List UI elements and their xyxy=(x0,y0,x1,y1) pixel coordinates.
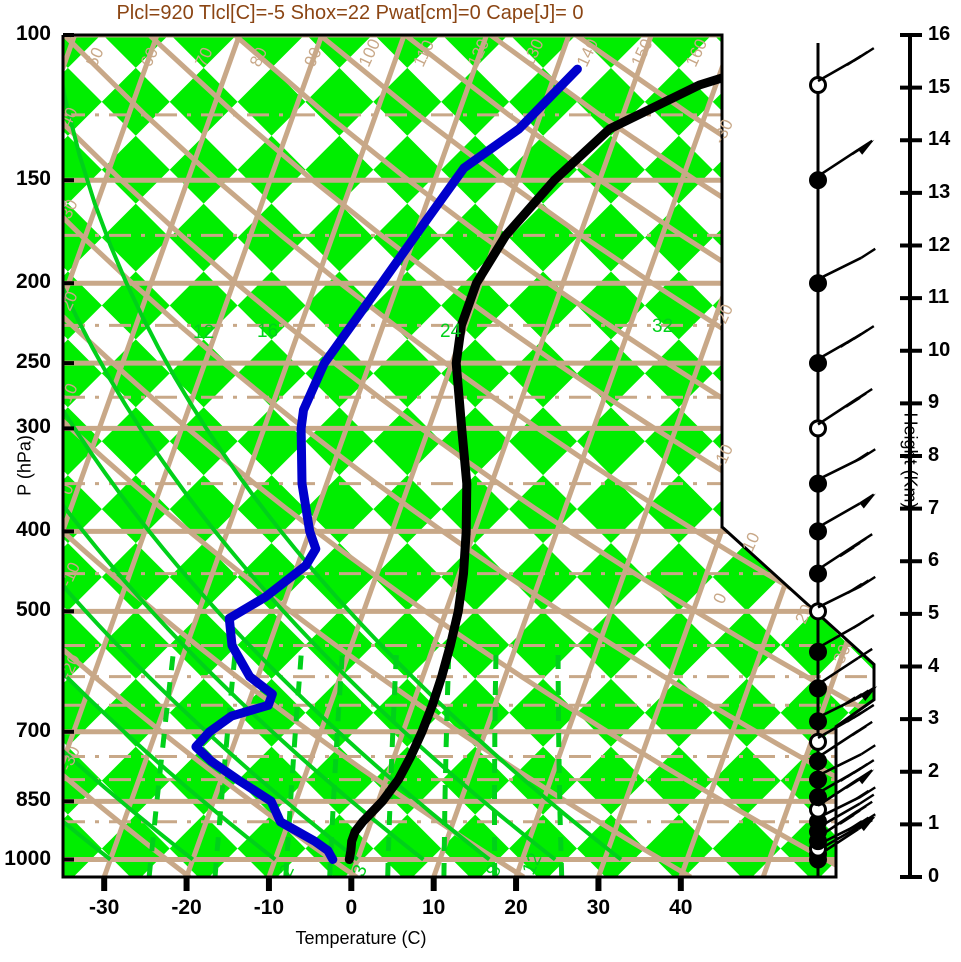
temperature-tick-label: -10 xyxy=(239,896,299,920)
height-tick-label: 4 xyxy=(928,655,939,678)
x-axis-title: Temperature (C) xyxy=(0,928,722,949)
wind-barb-feather xyxy=(848,584,862,593)
pressure-tick-label: 1000 xyxy=(0,847,51,871)
wind-barb-feather xyxy=(841,772,855,781)
height-tick-label: 10 xyxy=(928,339,950,362)
temperature-tick-label: 40 xyxy=(651,896,711,920)
pressure-tick-label: 200 xyxy=(0,270,51,294)
height-axis-title: Height (Km) xyxy=(900,401,921,521)
pressure-tick-label: 300 xyxy=(0,415,51,439)
pressure-tick-label: 250 xyxy=(0,350,51,374)
height-tick-label: 2 xyxy=(928,760,939,783)
wind-barb xyxy=(811,389,873,436)
pressure-tick-label: 850 xyxy=(0,788,51,812)
wind-barb-feather xyxy=(861,249,875,258)
wind-barb xyxy=(811,326,874,370)
pressure-tick-label: 100 xyxy=(0,22,51,46)
wind-barb-feather xyxy=(855,453,869,462)
wind-barb xyxy=(811,493,876,538)
pressure-tick-label: 400 xyxy=(0,518,51,542)
temperature-tick-label: 10 xyxy=(404,896,464,920)
wind-barb-feather xyxy=(846,779,860,788)
temperature-tick-label: -30 xyxy=(74,896,134,920)
wind-barb-feather xyxy=(861,745,875,754)
pressure-tick-label: 700 xyxy=(0,719,51,743)
wind-barb-staff xyxy=(818,258,861,279)
temperature-tick-label: 20 xyxy=(486,896,546,920)
height-tick-label: 7 xyxy=(928,497,939,520)
wind-barb-feather xyxy=(840,815,854,824)
temperature-tick-label: 0 xyxy=(321,896,381,920)
pressure-tick-label: 150 xyxy=(0,167,51,191)
wind-barb xyxy=(811,249,876,291)
height-tick-label: 5 xyxy=(928,602,939,625)
height-tick-label: 8 xyxy=(928,444,939,467)
height-tick-label: 13 xyxy=(928,181,950,204)
height-tick-label: 16 xyxy=(928,23,950,46)
wind-barb-feather xyxy=(852,726,866,735)
moist-adiabat-label: 32 xyxy=(652,316,673,337)
height-tick-label: 6 xyxy=(928,549,939,572)
pressure-tick-label: 500 xyxy=(0,598,51,622)
wind-barb-staff xyxy=(818,503,860,527)
moist-adiabat-label: 16 xyxy=(257,321,278,342)
temperature-axis xyxy=(104,877,681,891)
height-tick-label: 3 xyxy=(928,707,939,730)
height-tick-label: 9 xyxy=(928,391,939,414)
wind-barb xyxy=(811,534,873,581)
wind-barb xyxy=(811,140,875,188)
wind-barb-feather xyxy=(846,398,860,407)
height-tick-label: 11 xyxy=(928,286,949,309)
moist-adiabat-label: 12 xyxy=(193,322,214,343)
wind-barb-feather xyxy=(847,56,861,65)
temperature-tick-label: 30 xyxy=(568,896,628,920)
wind-barb-feather xyxy=(841,338,855,347)
height-tick-label: 14 xyxy=(928,128,950,151)
wind-barb xyxy=(811,577,876,619)
height-tick-label: 0 xyxy=(928,865,939,888)
height-tick-label: 15 xyxy=(928,76,950,99)
moist-adiabat-label: 24 xyxy=(440,321,462,342)
temperature-tick-label: -20 xyxy=(157,896,217,920)
wind-barb xyxy=(811,48,874,92)
wind-barb-feather xyxy=(840,547,854,556)
wind-barb xyxy=(811,449,876,491)
height-tick-label: 1 xyxy=(928,812,939,835)
height-tick-label: 12 xyxy=(928,234,950,257)
wind-barb-feather xyxy=(853,619,867,628)
